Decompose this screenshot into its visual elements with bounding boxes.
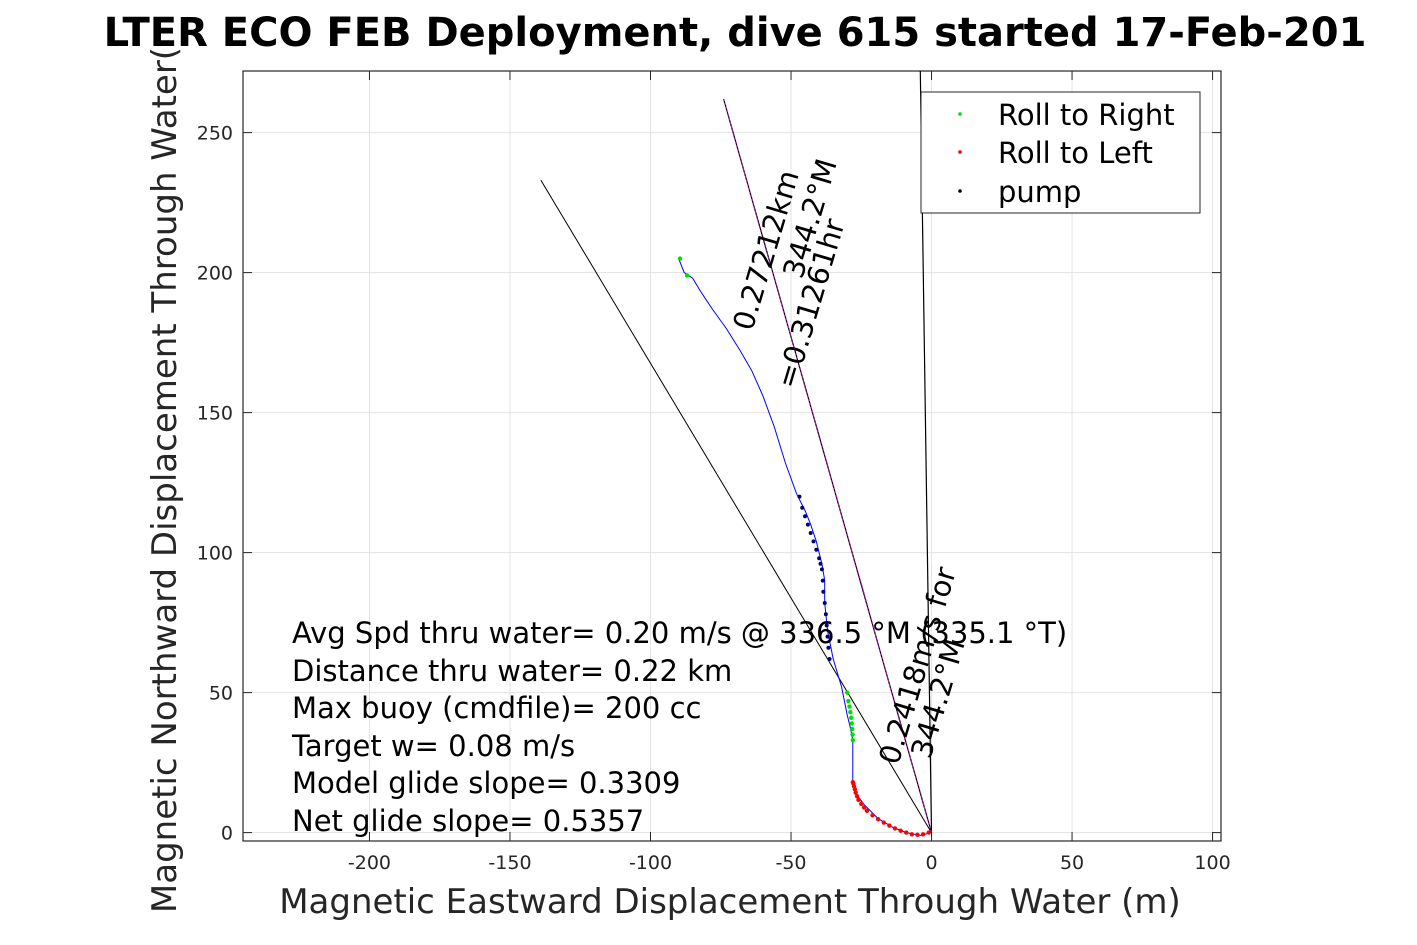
roll-left-point — [898, 828, 903, 833]
legend-label-roll-left: Roll to Left — [998, 136, 1153, 170]
grid-lines — [243, 71, 1221, 841]
legend: Roll to Right Roll to Left pump — [920, 91, 1201, 214]
roll-left-point — [887, 823, 892, 828]
pump-point — [805, 522, 810, 527]
x-axis-label: Magnetic Eastward Displacement Through W… — [279, 882, 1181, 922]
pump-point — [800, 505, 805, 510]
pump-point — [818, 561, 823, 566]
roll-right-point — [845, 690, 850, 695]
stat-target-w: Target w= 0.08 m/s — [291, 729, 575, 763]
pump-point — [797, 494, 802, 499]
y-tick-label: 200 — [197, 263, 233, 285]
roll-right-point — [846, 698, 851, 704]
pump-point — [820, 578, 825, 583]
roll-right-point — [684, 273, 690, 278]
stat-avg-speed: Avg Spd thru water= 0.20 m/s @ 336.5 °M … — [292, 616, 1067, 650]
x-axis-ticks: -200 -150 -100 -50 0 50 100 — [348, 71, 1231, 874]
chart-title: LTER ECO FEB Deployment, dive 615 starte… — [104, 10, 1367, 56]
y-tick-label: 100 — [197, 543, 233, 565]
y-axis-ticks: 0 50 100 150 200 250 — [197, 123, 1221, 845]
roll-right-point — [848, 710, 853, 715]
legend-box — [920, 91, 1201, 214]
roll-left-point — [856, 797, 861, 803]
roll-left-point — [920, 832, 926, 837]
pump-point — [803, 514, 808, 519]
pump-point — [825, 634, 830, 639]
x-tick-label: -200 — [348, 852, 391, 874]
roll-left-point — [892, 826, 898, 831]
pump-point — [823, 612, 828, 617]
pump-point — [817, 556, 822, 561]
stat-net-glide-slope: Net glide slope= 0.5357 — [292, 804, 644, 838]
roll-right-point — [850, 726, 855, 732]
y-axis-label: Magnetic Northward Displacement Through … — [145, 47, 185, 913]
y-tick-label: 50 — [209, 683, 233, 705]
legend-marker-roll-left — [958, 150, 962, 154]
roll-left-point — [875, 816, 881, 822]
roll-left-point — [909, 832, 915, 837]
pump-point — [821, 589, 826, 594]
roll-left-point — [870, 813, 875, 818]
roll-left-point — [881, 820, 886, 825]
roll-left-point — [861, 805, 867, 810]
stat-model-glide-slope: Model glide slope= 0.3309 — [292, 766, 680, 800]
pump-point — [808, 531, 813, 535]
legend-marker-roll-right — [958, 112, 962, 116]
heading-line-2 — [540, 179, 932, 833]
roll-left-point — [853, 790, 858, 795]
x-tick-label: 0 — [925, 852, 937, 874]
legend-label-roll-right: Roll to Right — [998, 98, 1175, 132]
roll-right-point — [850, 738, 856, 743]
roll-left-point — [926, 830, 931, 835]
stat-max-buoy: Max buoy (cmdfile)= 200 cc — [292, 691, 701, 725]
pump-point — [819, 567, 824, 572]
roll-left-point — [864, 808, 870, 813]
roll-right-point — [847, 704, 852, 709]
x-tick-label: -50 — [775, 852, 806, 874]
dive-statistics: Avg Spd thru water= 0.20 m/s @ 336.5 °M … — [291, 616, 1067, 838]
y-tick-label: 250 — [197, 123, 233, 145]
pump-point — [824, 623, 829, 628]
pump-point — [822, 601, 827, 605]
x-tick-label: 50 — [1060, 852, 1084, 874]
y-tick-label: 0 — [221, 823, 233, 845]
roll-left-point — [850, 780, 856, 785]
x-tick-label: -150 — [488, 852, 531, 874]
pump-point — [811, 539, 816, 544]
legend-marker-pump — [958, 189, 962, 193]
legend-label-pump: pump — [998, 175, 1081, 209]
y-tick-label: 150 — [197, 403, 233, 425]
roll-right-point — [850, 732, 855, 737]
roll-right-point — [677, 256, 683, 261]
series-layer — [540, 70, 933, 838]
pump-point — [826, 645, 831, 650]
roll-left-point — [859, 801, 864, 806]
roll-right-point — [849, 721, 854, 726]
x-tick-label: 100 — [1194, 852, 1230, 874]
pump-point — [827, 657, 832, 661]
roll-left-point — [904, 830, 909, 835]
roll-right-point — [848, 715, 854, 720]
pump-point — [814, 547, 819, 552]
roll-left-point — [854, 794, 860, 799]
roll-left-point — [915, 832, 920, 838]
stat-distance: Distance thru water= 0.22 km — [292, 654, 732, 688]
x-tick-label: -100 — [629, 852, 672, 874]
